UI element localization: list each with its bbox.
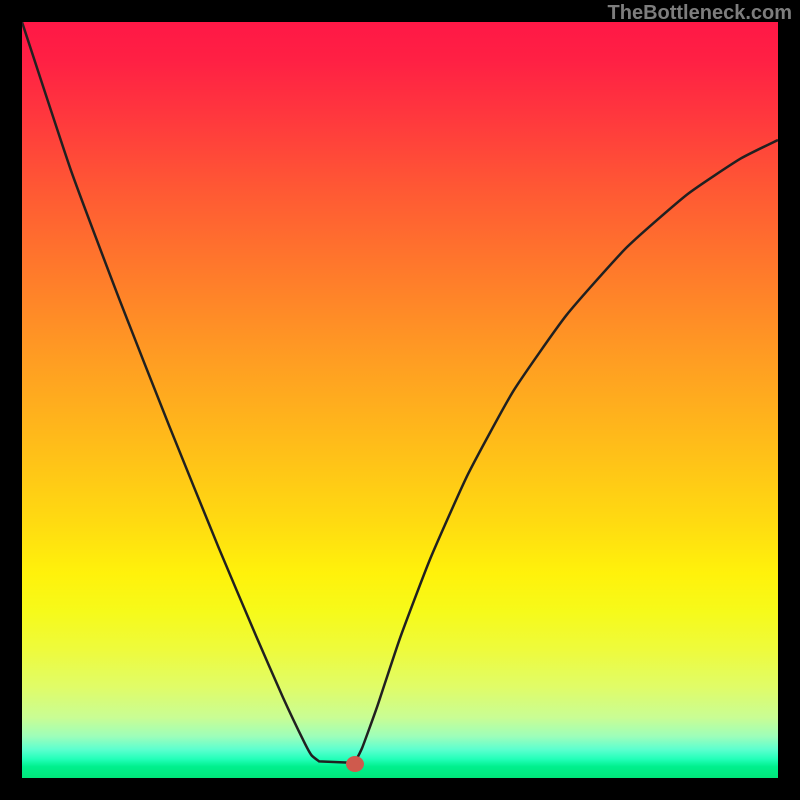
plot-area xyxy=(22,22,778,778)
bottleneck-chart: TheBottleneck.com xyxy=(0,0,800,800)
watermark-label: TheBottleneck.com xyxy=(608,2,792,25)
bottleneck-curve xyxy=(22,22,778,778)
optimal-point-marker xyxy=(346,756,364,772)
